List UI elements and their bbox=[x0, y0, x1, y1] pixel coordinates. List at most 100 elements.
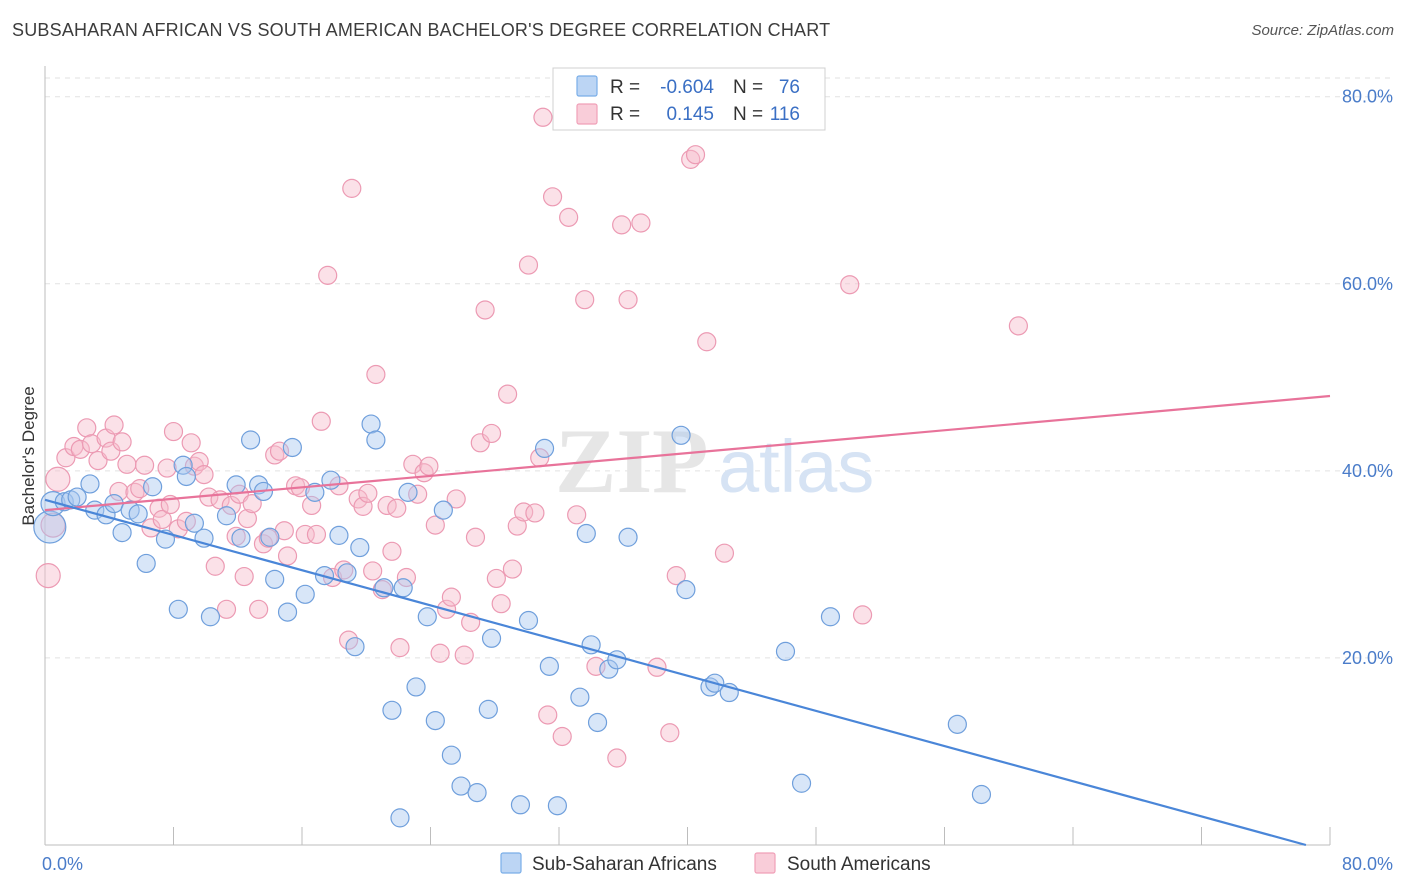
sub-saharan-point bbox=[216, 506, 237, 526]
south-american-point bbox=[242, 493, 262, 514]
sub-saharan-point bbox=[671, 425, 691, 445]
legend-n-label-1: N = bbox=[733, 77, 763, 98]
south-american-point bbox=[109, 481, 129, 502]
sub-saharan-point bbox=[971, 784, 992, 805]
watermark-zip: ZIP bbox=[555, 410, 708, 512]
south-american-point bbox=[607, 748, 627, 768]
south-american-point bbox=[502, 559, 523, 579]
south-american-point bbox=[491, 594, 511, 614]
south-american-point bbox=[1008, 316, 1028, 336]
sub-saharan-point bbox=[382, 700, 402, 720]
south-american-point bbox=[311, 411, 331, 431]
legend-n-value-2: 116 bbox=[770, 104, 800, 125]
south-american-point bbox=[45, 466, 71, 492]
south-american-point bbox=[205, 556, 225, 576]
south-american-point bbox=[552, 726, 572, 747]
south-american-point bbox=[446, 489, 466, 509]
south-american-point bbox=[660, 723, 680, 743]
south-american-point bbox=[157, 458, 177, 478]
south-american-point bbox=[342, 178, 362, 198]
south-american-point bbox=[486, 568, 506, 589]
south-american-point bbox=[612, 215, 632, 235]
sub-saharan-point bbox=[393, 578, 413, 598]
sub-saharan-point bbox=[337, 563, 357, 583]
south-american-point bbox=[559, 207, 579, 227]
south-american-point bbox=[88, 450, 108, 471]
south-american-point bbox=[631, 213, 651, 233]
south-american-point bbox=[852, 605, 873, 625]
south-american-point bbox=[194, 464, 214, 485]
south-american-point bbox=[234, 566, 254, 587]
south-american-point bbox=[425, 515, 445, 535]
south-american-point bbox=[697, 332, 717, 352]
south-american-point bbox=[366, 364, 386, 385]
sub-saharan-point bbox=[441, 745, 461, 765]
sub-saharan-point bbox=[67, 487, 87, 507]
y-tick-label: 60.0% bbox=[1342, 274, 1393, 294]
sub-saharan-point bbox=[345, 637, 365, 657]
trend-line-south-americans bbox=[44, 394, 1331, 512]
y-tick-label: 40.0% bbox=[1342, 461, 1393, 481]
south-american-point bbox=[40, 512, 66, 538]
sub-saharan-point bbox=[112, 522, 132, 543]
south-american-point bbox=[318, 265, 338, 285]
south-american-point bbox=[481, 423, 502, 444]
tick-labels: 20.0% 40.0% 60.0% 80.0% 0.0% 80.0% bbox=[42, 87, 1393, 874]
sub-saharan-point bbox=[576, 523, 596, 544]
sub-saharan-point bbox=[518, 610, 539, 631]
sub-saharan-point bbox=[547, 796, 567, 816]
sub-saharan-point bbox=[173, 455, 193, 475]
south-american-point bbox=[277, 546, 298, 566]
south-american-point bbox=[363, 561, 383, 581]
legend-r-value-1: -0.604 bbox=[660, 77, 714, 98]
sub-saharan-point bbox=[361, 414, 381, 434]
south-american-point bbox=[618, 290, 638, 310]
south-american-point bbox=[101, 441, 121, 461]
chart-title: SUBSAHARAN AFRICAN VS SOUTH AMERICAN BAC… bbox=[12, 20, 831, 40]
sub-saharan-point bbox=[587, 712, 608, 733]
sub-saharan-point bbox=[618, 527, 638, 547]
x-tick-label: 0.0% bbox=[42, 854, 83, 874]
legend-swatch-pink bbox=[576, 103, 598, 125]
sub-saharan-point bbox=[417, 607, 437, 627]
sub-saharan-point bbox=[33, 510, 67, 544]
watermark-atlas: atlas bbox=[718, 425, 874, 508]
source-label: Source: ZipAtlas.com bbox=[1251, 22, 1394, 39]
south-american-point bbox=[525, 503, 545, 523]
south-american-point bbox=[465, 527, 486, 547]
south-american-point bbox=[56, 448, 76, 468]
sub-saharan-point bbox=[570, 687, 590, 707]
sub-saharan-point bbox=[231, 528, 251, 548]
sub-saharan-point bbox=[282, 437, 302, 458]
sub-saharan-point bbox=[168, 599, 188, 619]
sub-saharan-point bbox=[366, 430, 386, 450]
axes bbox=[44, 66, 1331, 846]
sub-saharan-point bbox=[433, 500, 453, 520]
south-american-point bbox=[134, 455, 155, 475]
legend-bottom: Sub-Saharan Africans South Americans bbox=[500, 852, 931, 875]
south-american-point bbox=[269, 441, 290, 461]
south-american-point bbox=[430, 643, 450, 663]
sub-saharan-point bbox=[305, 482, 325, 502]
sub-saharan-point bbox=[820, 607, 841, 627]
south-american-point bbox=[237, 508, 257, 529]
sub-saharan-point bbox=[791, 773, 812, 793]
sub-saharan-point bbox=[676, 580, 696, 600]
sub-saharan-point bbox=[425, 710, 445, 731]
south-american-point bbox=[216, 599, 237, 619]
sub-saharan-point bbox=[539, 656, 559, 676]
sub-saharan-point bbox=[128, 504, 148, 524]
south-american-point bbox=[387, 498, 407, 518]
south-american-point bbox=[104, 415, 124, 435]
bottom-legend-swatch-pink bbox=[754, 852, 776, 874]
south-american-point bbox=[221, 495, 241, 516]
bottom-legend-swatch-blue bbox=[500, 852, 522, 874]
south-american-point bbox=[152, 509, 172, 530]
south-american-point bbox=[454, 645, 474, 665]
sub-saharan-point bbox=[534, 438, 555, 459]
sub-saharan-point bbox=[581, 635, 601, 655]
series-sub-saharan-africans bbox=[33, 414, 992, 828]
sub-saharan-point bbox=[80, 474, 100, 494]
sub-saharan-point bbox=[265, 569, 285, 589]
